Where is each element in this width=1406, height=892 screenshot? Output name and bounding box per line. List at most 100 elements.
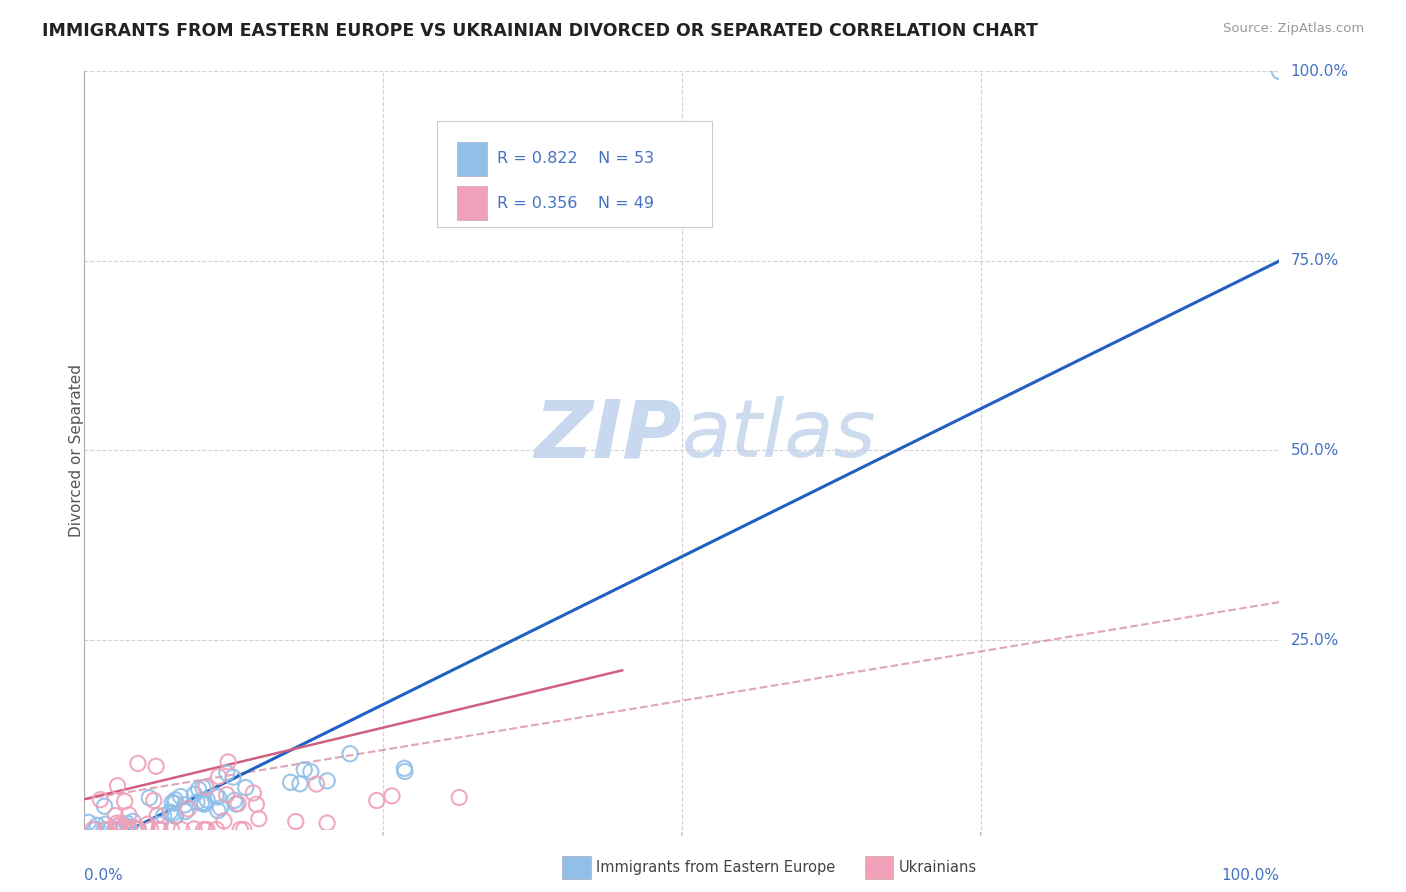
Point <box>394 764 416 779</box>
Point <box>229 822 252 837</box>
Point <box>104 822 127 837</box>
Point <box>114 821 136 835</box>
Text: R = 0.356    N = 49: R = 0.356 N = 49 <box>496 195 654 211</box>
Point <box>107 779 129 793</box>
Point <box>112 819 135 833</box>
Point <box>207 789 229 804</box>
Point <box>193 822 215 837</box>
Point <box>217 755 239 769</box>
Point <box>82 822 104 837</box>
Point <box>209 801 232 815</box>
Point <box>128 822 150 837</box>
Point <box>96 822 118 837</box>
Point <box>195 793 218 807</box>
Point <box>146 808 169 822</box>
Point <box>86 818 108 832</box>
Point <box>174 797 197 812</box>
Text: 50.0%: 50.0% <box>1291 443 1339 458</box>
Point <box>205 822 228 837</box>
Point <box>117 816 139 830</box>
Point <box>105 816 128 830</box>
Point <box>114 794 136 808</box>
Point <box>207 804 229 818</box>
Point <box>138 790 160 805</box>
Text: 0.0%: 0.0% <box>84 869 124 883</box>
Point <box>235 780 257 795</box>
Point <box>245 797 267 812</box>
Point <box>98 822 121 837</box>
Point <box>449 790 471 805</box>
Point <box>316 816 339 830</box>
Point <box>299 764 322 779</box>
Point <box>215 788 238 802</box>
Point <box>186 795 208 809</box>
Point <box>316 773 339 788</box>
Point <box>193 796 215 810</box>
Point <box>280 775 302 789</box>
Text: 75.0%: 75.0% <box>1291 253 1339 268</box>
Point <box>190 796 212 810</box>
Point <box>165 809 187 823</box>
Point <box>142 793 165 807</box>
Text: Ukrainians: Ukrainians <box>898 860 977 875</box>
Point <box>394 761 416 775</box>
Point <box>127 822 149 837</box>
Point <box>226 797 249 811</box>
Point <box>148 822 170 837</box>
Point <box>215 766 238 780</box>
Point <box>222 770 245 784</box>
Point <box>207 770 229 784</box>
Point <box>169 789 191 804</box>
Point <box>94 817 117 831</box>
Point <box>124 821 146 835</box>
Point <box>366 793 388 807</box>
Point <box>305 777 328 791</box>
Point <box>118 808 141 822</box>
Point <box>108 817 131 831</box>
Point <box>174 805 197 819</box>
Point <box>339 747 361 761</box>
Point <box>162 806 184 821</box>
Point <box>117 820 139 834</box>
Point <box>163 808 186 822</box>
Point <box>191 780 214 795</box>
Point <box>77 815 100 830</box>
Text: 25.0%: 25.0% <box>1291 632 1339 648</box>
Point <box>1268 64 1291 78</box>
Point <box>160 822 183 837</box>
Text: Immigrants from Eastern Europe: Immigrants from Eastern Europe <box>596 860 835 875</box>
Point <box>183 822 205 836</box>
Text: 100.0%: 100.0% <box>1222 869 1279 883</box>
Point <box>136 817 159 831</box>
Point <box>212 814 235 828</box>
Point <box>292 763 315 777</box>
Point <box>195 822 218 837</box>
Text: 100.0%: 100.0% <box>1291 64 1348 78</box>
Point <box>107 819 129 833</box>
Point <box>104 808 127 822</box>
Point <box>247 812 270 826</box>
Point <box>89 792 111 806</box>
Point <box>127 756 149 771</box>
Point <box>118 822 141 837</box>
Point <box>160 796 183 810</box>
Text: atlas: atlas <box>682 396 877 475</box>
Point <box>163 796 186 810</box>
Point <box>224 793 246 807</box>
Point <box>242 786 264 800</box>
Point <box>195 780 218 794</box>
Point <box>195 822 218 837</box>
Y-axis label: Divorced or Separated: Divorced or Separated <box>69 364 83 537</box>
Point <box>93 822 115 837</box>
Point <box>84 822 107 837</box>
Text: R = 0.822    N = 53: R = 0.822 N = 53 <box>496 152 654 167</box>
Point <box>103 822 125 837</box>
FancyBboxPatch shape <box>457 186 486 220</box>
Point <box>149 822 172 837</box>
Text: Source: ZipAtlas.com: Source: ZipAtlas.com <box>1223 22 1364 36</box>
Text: ZIP: ZIP <box>534 396 682 475</box>
Point <box>232 822 254 837</box>
Point <box>122 814 145 829</box>
Point <box>149 817 172 831</box>
Point <box>139 822 162 837</box>
